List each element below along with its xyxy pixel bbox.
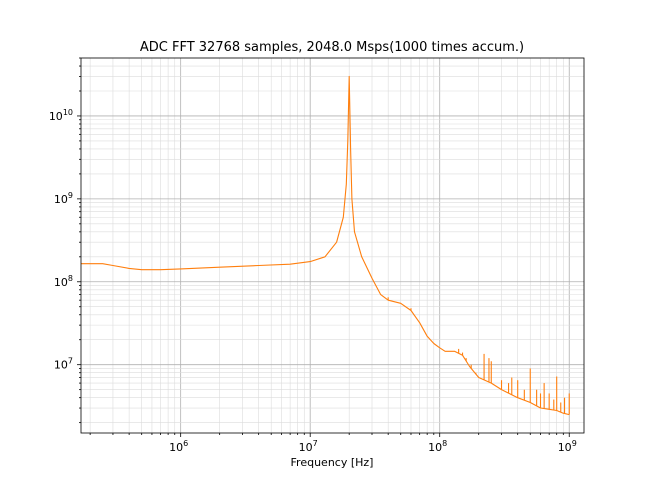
x-tick-label-exponent: 6 <box>183 439 188 448</box>
x-tick-label-base: 10 <box>169 441 183 454</box>
x-tick-label: 107 <box>299 439 318 454</box>
y-tick-label: 108 <box>54 274 73 289</box>
x-tick-label-exponent: 7 <box>313 439 318 448</box>
x-tick-labels: 106 107 108 109 <box>169 439 577 454</box>
x-tick-label-base: 10 <box>428 441 442 454</box>
y-tick-label-exponent: 7 <box>68 357 73 366</box>
y-tick-label: 1010 <box>49 108 73 123</box>
x-axis-label: Frequency [Hz] <box>291 456 374 469</box>
spectrum-line <box>81 75 570 416</box>
y-tick-label-exponent: 8 <box>68 274 73 283</box>
x-tick-label-base: 10 <box>299 441 313 454</box>
y-tick-label-exponent: 9 <box>68 191 73 200</box>
axes-frame <box>80 57 585 434</box>
plot-area <box>81 75 570 416</box>
x-tick-label: 106 <box>169 439 188 454</box>
y-tick-label-base: 10 <box>54 359 68 372</box>
y-tick-label-base: 10 <box>49 110 63 123</box>
y-tick-label-base: 10 <box>54 276 68 289</box>
x-tick-label-base: 10 <box>558 441 572 454</box>
tick-marks <box>77 57 570 437</box>
x-tick-label: 108 <box>428 439 447 454</box>
grid-lines <box>81 57 584 433</box>
y-tick-label: 107 <box>54 357 73 372</box>
chart-title: ADC FFT 32768 samples, 2048.0 Msps(1000 … <box>140 40 524 55</box>
x-tick-label-exponent: 8 <box>442 439 447 448</box>
x-tick-label-exponent: 9 <box>572 439 577 448</box>
y-tick-label-exponent: 10 <box>63 108 73 117</box>
x-tick-label: 109 <box>558 439 577 454</box>
y-tick-label: 109 <box>54 191 73 206</box>
y-tick-label-base: 10 <box>54 193 68 206</box>
